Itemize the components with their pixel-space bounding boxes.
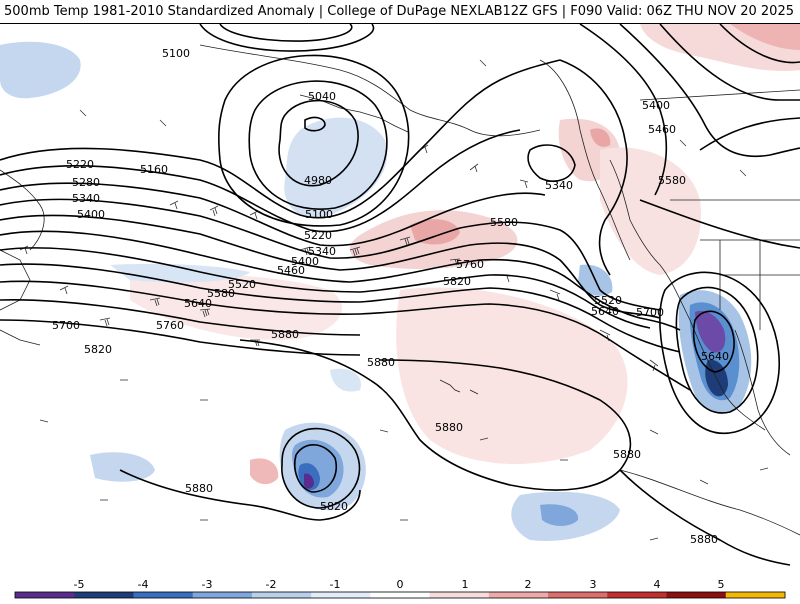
contour-label: 5340 [72,192,100,205]
contour-label: 5040 [308,90,336,103]
height-contours [0,24,800,566]
anomaly-shading [0,24,800,541]
contour-label: 5220 [304,229,332,242]
colorbar-segment [666,592,727,598]
contour-label: 5460 [277,264,305,277]
colorbar-segment [311,592,371,598]
colorbar-segment [15,592,75,598]
contour-label: 5220 [66,158,94,171]
colorbar-tick-label: 3 [590,578,597,591]
colorbar-segment [725,592,786,598]
contour-label: 5820 [443,275,471,288]
colorbar-tick-label: -5 [74,578,85,591]
contour-label: 5760 [156,319,184,332]
contour-label: 5640 [701,350,729,363]
coastlines [0,44,800,536]
contour-label: 5580 [490,216,518,229]
colorbar-tick-label: 2 [525,578,532,591]
contour-label: 5700 [636,306,664,319]
colorbar-tick-label: -3 [202,578,213,591]
colorbar-tick-label: -2 [266,578,277,591]
contour-label: 5760 [456,258,484,271]
contour-label: 5100 [162,47,190,60]
colorbar-segment [133,592,194,598]
contour-label: 5700 [52,319,80,332]
colorbar-segment [251,592,312,598]
contour-label: 5880 [271,328,299,341]
contour-label: 4980 [304,174,332,187]
map-title: 500mb Temp 1981-2010 Standardized Anomal… [4,4,503,19]
colorbar-segment [74,592,134,598]
contour-label: 5880 [613,448,641,461]
colorbar-segment [607,592,668,598]
contour-label: 5400 [291,255,319,268]
colorbar-segment [429,592,490,598]
map-header: 500mb Temp 1981-2010 Standardized Anomal… [0,0,800,24]
contour-label: 5580 [207,287,235,300]
colorbar-tick-label: 5 [718,578,725,591]
contour-label: 5460 [648,123,676,136]
contour-label: 5880 [185,482,213,495]
contour-label: 5100 [305,208,333,221]
contour-label: 5340 [545,179,573,192]
contour-label: 5340 [308,245,336,258]
contour-label: 5880 [435,421,463,434]
model-valid-time: 12Z GFS | F090 Valid: 06Z THU NOV 20 202… [502,4,794,19]
colorbar-tick-label: -1 [330,578,341,591]
contour-label: 5400 [642,99,670,112]
colorbar-segment [488,592,549,598]
colorbar-outline [14,591,786,599]
colorbar-tick-label: -4 [138,578,149,591]
contour-label: 5280 [72,176,100,189]
colorbar-ticks: -5 -4 -3 -2 -1 0 1 2 3 4 5 [74,578,725,591]
contour-label: 5880 [367,356,395,369]
colorbar-segment [192,592,253,598]
colorbar-tick-label: 4 [654,578,661,591]
contour-label: 5640 [591,305,619,318]
contour-label: 5880 [690,533,718,546]
contour-label: 5580 [658,174,686,187]
weather-map: 5100 5040 4980 5100 5160 5220 5280 5340 … [0,24,800,576]
contour-label: 5820 [84,343,112,356]
contour-label: 5520 [228,278,256,291]
anomaly-colorbar: -5 -4 -3 -2 -1 0 1 2 3 4 5 [0,576,800,600]
colorbar-tick-label: 0 [397,578,404,591]
contour-label: 5400 [77,208,105,221]
contour-label: 5820 [320,500,348,513]
colorbar-bar [14,591,786,599]
contour-label: 5160 [140,163,168,176]
contour-labels: 5100 5040 4980 5100 5160 5220 5280 5340 … [52,47,729,546]
contour-label: 5520 [594,294,622,307]
colorbar-segment [548,592,608,598]
colorbar-segment [370,592,431,598]
colorbar-tick-label: 1 [462,578,469,591]
contour-label: 5640 [184,297,212,310]
